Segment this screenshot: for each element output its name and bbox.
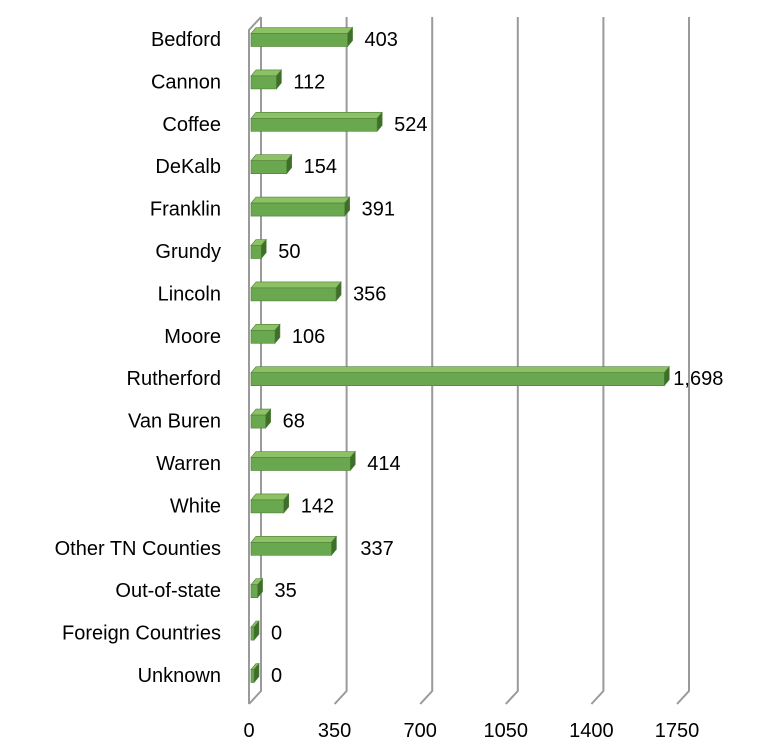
bar-front-face xyxy=(250,457,351,471)
value-label: 414 xyxy=(367,453,400,475)
value-label: 524 xyxy=(394,114,427,136)
value-label: 35 xyxy=(275,580,297,602)
x-tick-label: 1050 xyxy=(484,720,529,742)
category-label: Other TN Counties xyxy=(55,538,221,560)
bar xyxy=(250,365,670,387)
bar-front-face xyxy=(250,372,665,387)
value-label: 106 xyxy=(292,326,325,348)
x-axis-tick-labels: 0 350 700 1050 1400 1750 xyxy=(243,720,699,742)
category-label: Van Buren xyxy=(128,411,221,433)
bar-top-face xyxy=(250,196,351,204)
bar-front-face xyxy=(250,414,266,429)
bar-front-face xyxy=(250,541,332,556)
category-label: Franklin xyxy=(150,199,221,221)
gridline-1750 xyxy=(676,17,690,705)
bar xyxy=(250,196,351,217)
category-labels: Bedford Cannon Coffee DeKalb Franklin Grundy L… xyxy=(55,29,221,687)
bar-top-face xyxy=(250,366,670,374)
bar-top-face xyxy=(250,112,383,119)
bar xyxy=(250,281,342,302)
gridline-350 xyxy=(333,17,348,705)
category-label: Rutherford xyxy=(127,368,222,390)
category-label: Foreign Countries xyxy=(62,623,221,645)
value-label: 0 xyxy=(271,623,282,645)
bar-front-face xyxy=(250,329,276,344)
x-tick-label: 1750 xyxy=(655,720,700,742)
x-tick-label: 350 xyxy=(318,720,351,742)
bar xyxy=(250,577,264,599)
bar-front-face xyxy=(250,33,348,47)
bar xyxy=(250,26,354,48)
bar-front-face xyxy=(250,118,378,132)
gridlines xyxy=(248,16,690,705)
bar-front-face xyxy=(250,669,255,683)
value-label: 154 xyxy=(304,156,337,178)
value-label: 68 xyxy=(283,411,305,433)
bar-front-face xyxy=(250,626,255,641)
gridline-700 xyxy=(419,17,434,705)
bar xyxy=(250,620,260,641)
bar-front-face xyxy=(250,75,277,90)
value-label: 337 xyxy=(360,538,393,560)
bar-top-face xyxy=(250,493,290,501)
category-label: Unknown xyxy=(138,665,221,687)
value-label: 1,698 xyxy=(673,368,723,390)
bar-top-face xyxy=(250,451,356,458)
bar xyxy=(250,493,290,514)
bar xyxy=(250,450,356,472)
category-label: DeKalb xyxy=(155,156,221,178)
bar-front-face xyxy=(250,245,262,259)
value-label: 142 xyxy=(301,495,334,517)
value-label: 50 xyxy=(278,241,300,263)
category-label: Grundy xyxy=(155,241,221,263)
category-label: Moore xyxy=(164,326,221,348)
bar-front-face xyxy=(250,584,258,599)
bars xyxy=(250,26,670,684)
x-tick-label: 1400 xyxy=(569,720,614,742)
bar-top-face xyxy=(250,535,338,543)
bar xyxy=(250,111,383,133)
gridline-1400 xyxy=(590,17,605,705)
category-label: White xyxy=(170,495,221,517)
bar xyxy=(250,238,267,260)
value-label: 391 xyxy=(362,199,395,221)
gridline-1050 xyxy=(505,17,519,705)
category-label: Warren xyxy=(156,453,221,475)
bar xyxy=(250,153,293,175)
x-tick-label: 700 xyxy=(404,720,437,742)
axis-wall xyxy=(248,16,262,704)
bar xyxy=(250,69,283,90)
bar-front-face xyxy=(250,160,287,174)
bar xyxy=(250,323,281,345)
bar-top-face xyxy=(250,281,342,289)
category-label: Bedford xyxy=(151,29,221,51)
bar xyxy=(250,535,338,557)
bar-top-face xyxy=(250,27,354,34)
value-label: 112 xyxy=(293,71,325,93)
category-label: Cannon xyxy=(151,71,221,93)
value-label: 403 xyxy=(365,29,398,51)
category-label: Lincoln xyxy=(158,283,221,305)
category-label: Coffee xyxy=(162,114,221,136)
bar xyxy=(250,662,260,684)
value-label: 0 xyxy=(271,665,282,687)
category-label: Out-of-state xyxy=(115,580,221,602)
bar-front-face xyxy=(250,499,285,514)
value-labels: 403 112 524 154 391 50 356 106 1,698 68 414 142 337 3… xyxy=(271,29,723,687)
bar xyxy=(250,408,272,429)
bar-front-face xyxy=(250,202,345,217)
value-label: 356 xyxy=(353,283,386,305)
x-tick-label: 0 xyxy=(243,720,254,742)
bar-front-face xyxy=(250,287,337,302)
bar-top-face xyxy=(250,154,293,161)
